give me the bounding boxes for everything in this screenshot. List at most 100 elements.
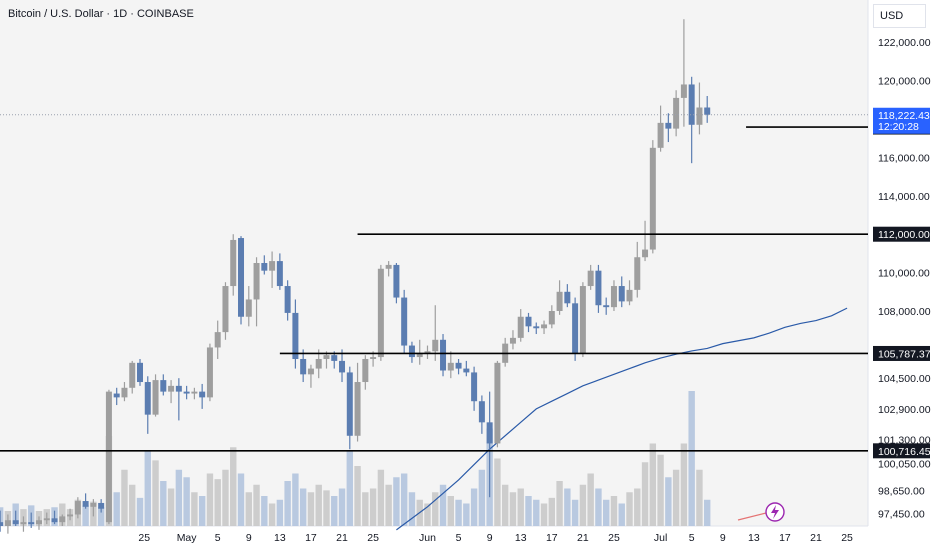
time-tick-label: 13	[748, 532, 760, 544]
volume-bar	[222, 469, 229, 526]
time-tick-label: 9	[246, 532, 252, 544]
price-tick-label: 100,050.00	[878, 459, 931, 471]
volume-bar	[657, 454, 664, 526]
time-tick-label: 9	[487, 532, 493, 544]
volume-bar	[688, 391, 695, 526]
candle-body	[408, 345, 415, 358]
candle-body	[315, 358, 322, 369]
candle-body	[525, 316, 532, 327]
candle-body	[688, 84, 695, 125]
volume-bar	[665, 477, 672, 526]
candle-body	[385, 264, 392, 269]
volume-bar	[556, 481, 563, 526]
volume-bar	[649, 443, 657, 526]
candle-body	[292, 312, 299, 359]
volume-bar	[587, 473, 594, 526]
volume-bar	[292, 473, 299, 526]
price-tick-label: 102,900.00	[878, 404, 931, 416]
volume-bar	[478, 469, 486, 526]
candle-body	[556, 291, 563, 311]
volume-bar	[408, 492, 416, 526]
time-scale-background[interactable]	[0, 526, 868, 550]
price-scale-background[interactable]	[868, 0, 932, 550]
candle-body	[370, 357, 377, 359]
candle-body	[533, 326, 540, 329]
candle-body	[564, 291, 571, 304]
time-tick-label: 25	[608, 532, 620, 544]
candle-body	[12, 520, 19, 525]
volume-bar	[198, 496, 206, 526]
candle-body	[230, 239, 237, 287]
candle-body	[587, 270, 594, 287]
candle-body	[323, 355, 330, 359]
volume-bar	[571, 499, 579, 526]
candle-body	[98, 502, 105, 509]
volume-bar	[533, 499, 540, 526]
volume-bar	[501, 484, 509, 526]
volume-bar	[680, 443, 688, 526]
candle-body	[618, 286, 625, 302]
volume-bar	[595, 488, 602, 526]
currency-selector[interactable]: USD	[873, 4, 926, 28]
volume-bar	[548, 497, 556, 526]
volume-bar	[214, 479, 221, 526]
candle-body	[377, 268, 384, 358]
candle-body	[673, 97, 680, 129]
volume-bar	[385, 484, 392, 526]
volume-bar	[136, 497, 144, 526]
volume-bar	[276, 499, 284, 526]
level-price-tag	[873, 345, 930, 361]
volume-bar	[230, 447, 237, 526]
candle-body	[121, 387, 128, 398]
time-tick-label: 25	[841, 532, 853, 544]
candle-body	[105, 391, 112, 523]
candle-body	[494, 362, 501, 444]
candle-body	[74, 501, 81, 515]
candle-body	[704, 107, 711, 115]
time-tick-label: 5	[456, 532, 462, 544]
time-tick-label: 21	[336, 532, 348, 544]
candle-body	[478, 401, 485, 423]
candle-body	[572, 303, 579, 354]
price-tick-label: 104,500.00	[878, 373, 931, 385]
signal-icon[interactable]	[737, 502, 785, 522]
candle-body	[152, 380, 159, 415]
candle-body	[517, 316, 524, 338]
candle-body	[416, 353, 423, 358]
volume-bar	[160, 481, 167, 526]
candle-body	[20, 522, 27, 525]
candle-body	[463, 368, 470, 373]
volume-bar	[369, 488, 377, 526]
volume-bar	[284, 481, 291, 526]
volume-bar	[540, 503, 548, 526]
level-price-label: 105,787.37	[878, 348, 931, 360]
volume-bar	[377, 469, 385, 526]
volume-bar	[237, 473, 245, 526]
candle-body	[222, 286, 229, 333]
volume-bar	[206, 473, 214, 526]
level-price-tag	[873, 443, 930, 459]
candle-body	[696, 107, 703, 125]
candle-body	[486, 422, 493, 444]
volume-bar	[424, 503, 431, 526]
volume-bar	[113, 492, 120, 526]
price-tick-label: 120,000.00	[878, 76, 931, 88]
signal-line	[737, 512, 767, 521]
volume-bar	[626, 492, 633, 526]
candle-body	[245, 299, 252, 317]
candle-body	[440, 339, 447, 371]
price-tick-label: 114,000.00	[878, 191, 930, 203]
time-tick-label: 5	[689, 532, 695, 544]
price-tick-label: 122,000.00	[878, 37, 931, 49]
volume-bar	[704, 499, 711, 526]
volume-bar	[672, 469, 680, 526]
candle-body	[665, 122, 672, 129]
candle-body	[129, 362, 136, 388]
candle-body	[82, 501, 89, 507]
time-tick-label: Jul	[654, 532, 667, 544]
candle-body	[137, 362, 143, 383]
candle-body	[603, 305, 610, 308]
candle-body	[214, 332, 221, 348]
